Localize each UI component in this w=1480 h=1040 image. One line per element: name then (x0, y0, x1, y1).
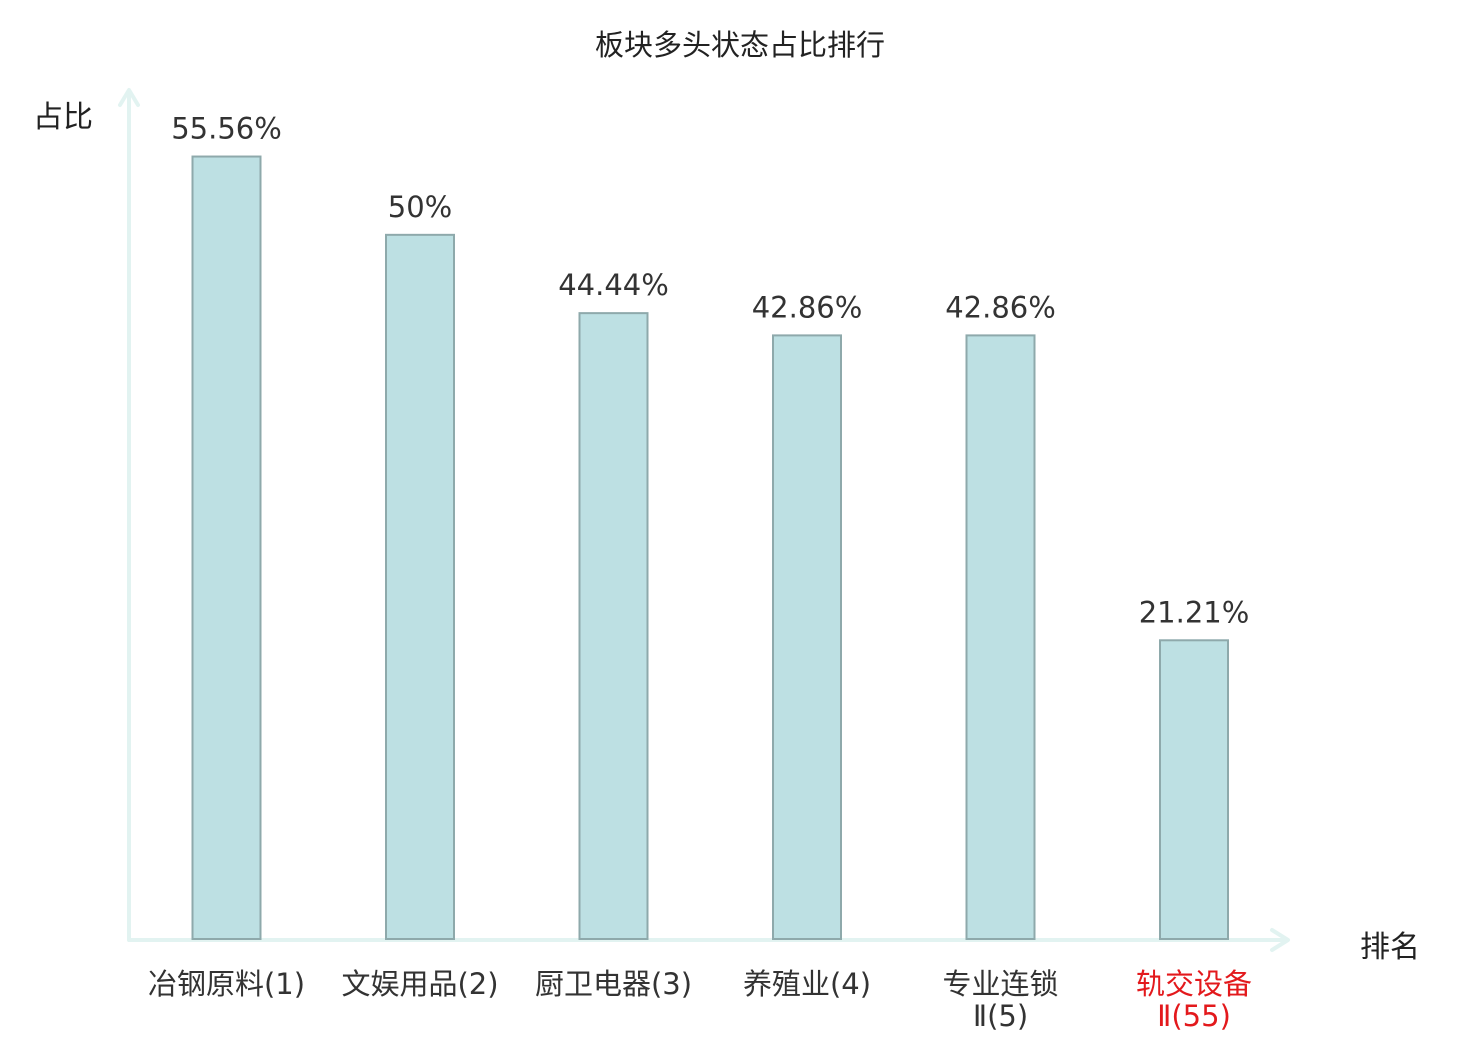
bar (772, 334, 842, 941)
x-axis-label: 排名 (1360, 930, 1420, 965)
category-label-line2: Ⅱ(55) (1157, 999, 1231, 1033)
category-label: 专业连锁 (942, 967, 1058, 1001)
category-label: 冶钢原料(1) (148, 967, 305, 1001)
bar (1159, 639, 1229, 940)
category-label: 厨卫电器(3) (535, 967, 692, 1001)
value-label: 50% (388, 190, 452, 224)
bar (385, 233, 455, 941)
value-label: 21.21% (1139, 595, 1250, 629)
category-label: 文娱用品(2) (341, 967, 498, 1001)
x-axis-arrow (1270, 928, 1290, 952)
bar (965, 334, 1036, 941)
category-label-line2: Ⅱ(5) (973, 999, 1028, 1033)
value-labels: 55.56% 50% 44.44% 42.86% 42.86% 21.21% (171, 112, 1249, 630)
value-label: 55.56% (171, 112, 282, 146)
bars (191, 155, 1229, 941)
category-label: 养殖业(4) (743, 967, 871, 1001)
chart-title: 板块多头状态占比排行 (594, 28, 885, 62)
bar (191, 155, 262, 940)
value-label: 42.86% (945, 290, 1056, 324)
bar (578, 312, 649, 940)
axes (118, 88, 1290, 952)
value-label: 44.44% (558, 268, 669, 302)
category-label: 轨交设备 (1136, 967, 1252, 1001)
y-axis-label: 占比 (33, 100, 93, 135)
value-label: 42.86% (752, 290, 863, 324)
y-axis-arrow (118, 88, 140, 107)
